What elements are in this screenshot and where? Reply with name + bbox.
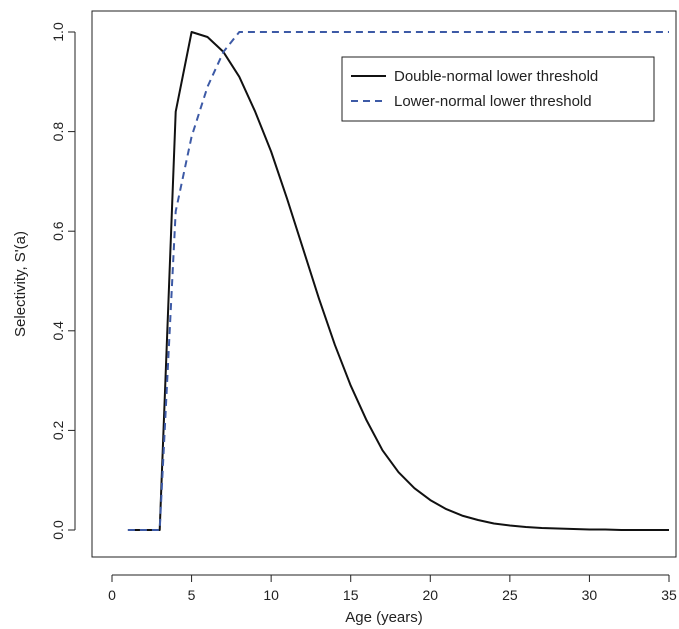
x-tick-label: 10	[263, 587, 279, 603]
legend: Double-normal lower threshold Lower-norm…	[341, 56, 655, 122]
y-tick-label: 0.8	[50, 122, 66, 142]
legend-label-lower-normal: Lower-normal lower threshold	[394, 93, 592, 110]
y-tick-label: 0.2	[50, 420, 66, 440]
x-tick-label: 30	[582, 587, 598, 603]
x-tick-label: 35	[661, 587, 677, 603]
y-tick-label: 0.6	[50, 221, 66, 241]
y-tick-label: 1.0	[50, 22, 66, 42]
series-line-1	[127, 31, 669, 531]
series-line-0	[127, 31, 669, 531]
y-axis: 0.0 0.2 0.4 0.6 0.8 1.0	[50, 22, 76, 540]
x-tick-label: 0	[108, 587, 116, 603]
x-tick-label: 20	[422, 587, 438, 603]
legend-box	[341, 56, 655, 122]
x-tick-label: 15	[343, 587, 359, 603]
plot-frame	[91, 10, 677, 558]
x-axis: 0 5 10 15 20 25 30 35	[108, 574, 677, 603]
y-tick-label: 0.0	[50, 520, 66, 540]
x-tick-label: 5	[188, 587, 196, 603]
y-axis-title: Selectivity, S'(a)	[12, 231, 29, 337]
legend-label-double-normal: Double-normal lower threshold	[394, 68, 598, 85]
x-axis-title: Age (years)	[345, 609, 423, 626]
x-tick-label: 25	[502, 587, 518, 603]
series-layer	[127, 31, 669, 531]
y-tick-label: 0.4	[50, 321, 66, 341]
